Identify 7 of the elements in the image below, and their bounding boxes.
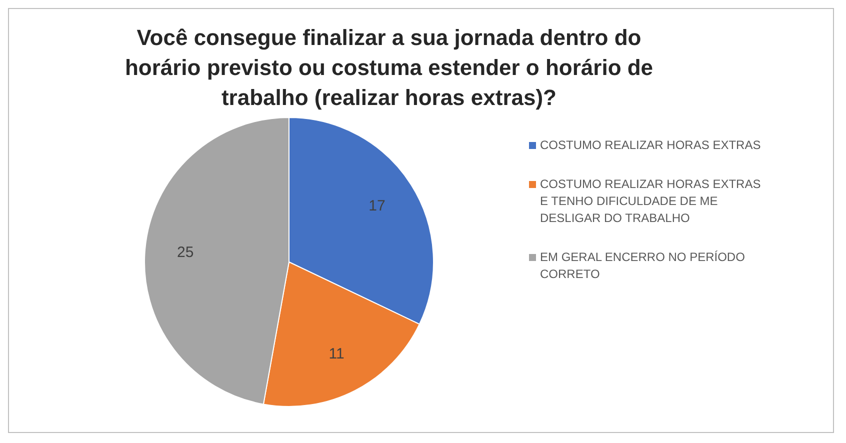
data-label: 17 [368,198,386,215]
legend-label: COSTUMO REALIZAR HORAS EXTRAS [540,137,761,154]
data-label: 11 [328,346,344,363]
legend-label: EM GERAL ENCERRO NO PERÍODO CORRETO [540,249,746,283]
chart-title: Você consegue finalizar a sua jornada dentro do horário previsto ou costuma estender o horário de trabalho (realizar horas extras)? [124,24,654,112]
data-label: 25 [177,244,194,261]
legend-label: COSTUMO REALIZAR HORAS EXTRAS E TENHO DIFICULDADE DE ME DESLIGAR DO TRABALHO [540,176,762,227]
